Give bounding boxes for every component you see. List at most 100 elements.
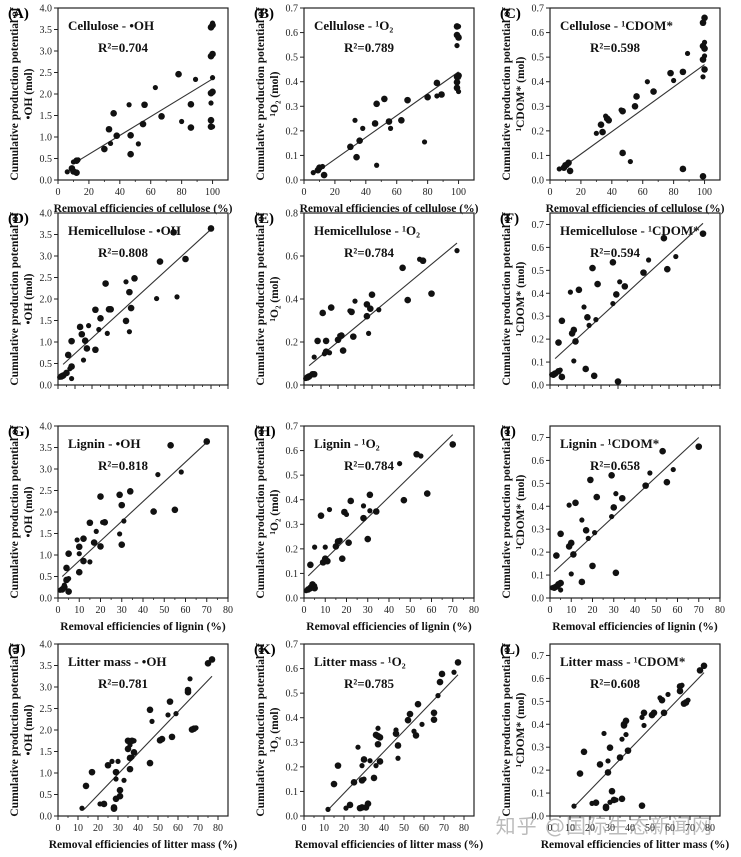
y-tick-label: 0.2 — [286, 338, 299, 349]
scatter-chart-J: (J) 0.0 0.5 1.0 1.5 2.0 2.5 3.0 3.5 4.0 0 10 20 30 40 5… — [8, 640, 237, 852]
data-point — [122, 317, 130, 325]
data-point — [83, 345, 91, 352]
data-point — [74, 537, 80, 543]
data-point — [640, 709, 648, 717]
data-point — [395, 755, 401, 761]
data-point — [619, 149, 626, 157]
data-point — [364, 800, 372, 808]
x-tick-label: 80 — [213, 823, 223, 834]
data-point — [64, 169, 70, 175]
y-tick-label: 0.4 — [532, 77, 545, 88]
y-tick-label: 0.3 — [532, 743, 545, 754]
data-point — [310, 170, 316, 176]
y-axis-label: Cumulative production potential of — [255, 212, 267, 385]
data-point — [700, 74, 706, 80]
data-point — [614, 378, 622, 385]
x-tick-label: 0 — [548, 823, 553, 834]
data-point — [398, 116, 405, 124]
data-point — [699, 230, 707, 237]
panel-title: Litter mass - ¹CDOM* — [560, 654, 685, 669]
x-tick-label: 40 — [630, 605, 640, 616]
data-point — [567, 289, 573, 295]
data-point — [370, 774, 378, 782]
x-tick-label: 80 — [669, 187, 679, 198]
data-point — [352, 117, 358, 123]
data-point — [679, 165, 687, 173]
y-tick-label: 0.2 — [286, 126, 299, 137]
data-point — [557, 530, 564, 538]
data-point — [113, 776, 119, 782]
data-point — [79, 805, 85, 811]
y-tick-label: 0.3 — [286, 738, 299, 749]
x-tick-label: 40 — [115, 187, 125, 198]
data-point — [310, 370, 318, 378]
y-tick-label: 0.4 — [286, 295, 299, 306]
data-point — [68, 363, 75, 370]
y-tick-label: 0.5 — [40, 790, 53, 801]
y-tick-label: 2.5 — [40, 273, 53, 284]
y-tick-label: 0.0 — [286, 812, 299, 823]
x-tick-label: 20 — [93, 823, 103, 834]
data-point — [610, 504, 618, 511]
data-point — [589, 264, 596, 272]
y-tick-label: 1.5 — [40, 747, 53, 758]
y-axis-label: ¹O₂ (mol) — [269, 276, 281, 321]
x-tick-label: 50 — [645, 823, 655, 834]
x-tick-label: 20 — [585, 823, 595, 834]
panel-title: Cellulose - ¹O₂ — [314, 18, 393, 33]
data-point — [367, 508, 373, 514]
y-tick-label: 1.0 — [40, 551, 53, 562]
y-tick-label: 0.0 — [532, 812, 545, 823]
x-tick-label: 10 — [73, 823, 83, 834]
panel-L: (L) 0.0 0.1 0.2 0.3 0.4 0.5 0.6 0.7 0 10 20 30 40 50 60… — [492, 628, 740, 857]
data-point — [187, 124, 195, 131]
x-axis-label: Removal efficiencies of litter mass (%) — [541, 839, 730, 851]
y-tick-label: 0.1 — [532, 151, 545, 162]
data-point — [360, 514, 367, 522]
data-point — [618, 494, 626, 502]
panel-label: (J) — [8, 642, 26, 658]
data-point — [582, 527, 590, 534]
y-tick-label: 1.0 — [40, 769, 53, 780]
y-tick-label: 3.5 — [40, 230, 53, 241]
data-point — [141, 101, 148, 109]
data-point — [350, 333, 357, 340]
y-tick-label: 0.5 — [40, 154, 53, 165]
panel-title: Litter mass - •OH — [68, 654, 167, 669]
data-point — [307, 561, 314, 569]
data-point — [92, 346, 99, 354]
r-squared-label: R²=0.785 — [344, 676, 394, 691]
x-tick-label: 60 — [673, 605, 683, 616]
data-point — [567, 539, 575, 547]
data-point — [566, 167, 574, 175]
x-tick-label: 30 — [605, 823, 615, 834]
data-point — [558, 587, 564, 593]
data-point — [453, 78, 461, 86]
data-point — [360, 125, 366, 131]
data-point — [631, 102, 639, 110]
r-squared-label: R²=0.598 — [590, 40, 640, 55]
y-axis-label: ¹CDOM* (mol) — [515, 56, 527, 131]
data-point — [158, 735, 166, 743]
data-point — [671, 77, 677, 84]
y-tick-label: 0.0 — [286, 176, 299, 187]
data-point — [434, 93, 440, 99]
regression-line — [553, 437, 700, 573]
data-point — [187, 101, 195, 108]
data-point — [372, 508, 380, 515]
scatter-chart-H: (H) 0.0 0.1 0.2 0.3 0.4 0.5 0.6 0.7 0 10 20 30 40 50 60… — [254, 422, 479, 634]
data-point — [619, 736, 625, 742]
data-point — [80, 357, 87, 363]
data-point — [606, 744, 614, 751]
data-point — [421, 139, 428, 145]
data-point — [618, 795, 626, 803]
data-point — [347, 497, 355, 505]
y-tick-label: 0.3 — [532, 525, 545, 536]
plot-frame — [57, 643, 229, 817]
data-point — [356, 137, 363, 144]
x-axis-label: Removal efficiencies of litter mass (%) — [295, 839, 484, 851]
panel-label: (E) — [254, 211, 274, 227]
x-tick-label: 10 — [320, 605, 330, 616]
data-point — [75, 568, 83, 576]
r-squared-label: R²=0.784 — [344, 458, 394, 473]
